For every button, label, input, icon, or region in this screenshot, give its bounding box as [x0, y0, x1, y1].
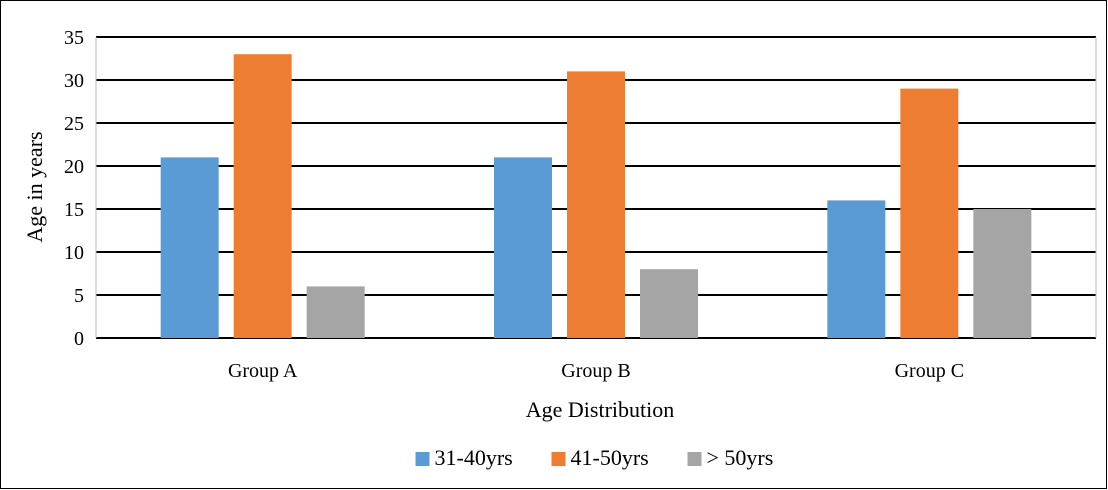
- x-tick-label: Group B: [561, 360, 630, 382]
- bar-50yrs-group-b: [640, 269, 698, 338]
- y-axis-title: Age in years: [22, 131, 47, 242]
- y-tick-labels: 0 5 10 15 20 25 30 35: [64, 27, 84, 350]
- bar-50yrs-group-c: [973, 209, 1032, 338]
- bar-31-40yrs-group-c: [827, 200, 886, 338]
- bar-31-40yrs-group-b: [494, 157, 552, 338]
- y-tick-label: 10: [64, 242, 84, 264]
- legend-swatch: [551, 452, 566, 466]
- bar-50yrs-group-a: [306, 286, 365, 338]
- x-tick-label: Group C: [895, 360, 964, 382]
- legend-swatch: [687, 452, 702, 466]
- bar-41-50yrs-group-c: [900, 88, 959, 338]
- legend-swatch: [415, 452, 430, 466]
- x-tick-labels: Group A Group B Group C: [228, 360, 964, 382]
- y-tick-label: 20: [64, 156, 84, 178]
- bar-41-50yrs-group-b: [567, 71, 625, 339]
- bar-31-40yrs-group-a: [160, 157, 219, 338]
- x-tick-label: Group A: [228, 360, 298, 382]
- legend: 31-40yrs 41-50yrs > 50yrs: [415, 445, 774, 470]
- y-tick-label: 25: [64, 113, 84, 135]
- legend-label: 31-40yrs: [435, 445, 513, 470]
- y-tick-label: 0: [74, 328, 84, 350]
- y-tick-label: 15: [64, 199, 84, 221]
- axes: [95, 37, 1097, 338]
- x-axis-title: Age Distribution: [526, 397, 675, 422]
- legend-label: > 50yrs: [707, 445, 774, 470]
- legend-label: 41-50yrs: [571, 445, 649, 470]
- y-tick-label: 35: [64, 27, 84, 49]
- bar-41-50yrs-group-a: [233, 54, 292, 338]
- y-tick-label: 5: [74, 285, 84, 307]
- bars: [160, 54, 1032, 339]
- y-tick-label: 30: [64, 70, 84, 92]
